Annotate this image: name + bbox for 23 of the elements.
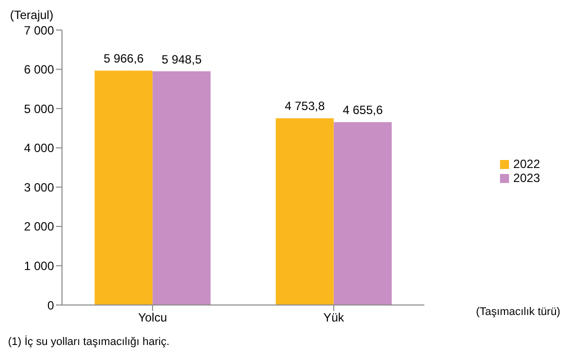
y-tick-label: 3 000 [24, 180, 54, 194]
y-axis-title: (Terajul) [10, 8, 54, 22]
x-axis-title: (Taşımacılık türü) [476, 306, 560, 318]
bar [94, 70, 153, 305]
data-label: 4 753,8 [284, 99, 326, 114]
data-label: 5 966,6 [104, 52, 144, 66]
x-tick-label: Yolcu [138, 310, 168, 325]
data-label: 4 655,6 [342, 103, 384, 118]
bar [152, 71, 211, 305]
data-label: 5 948,5 [162, 52, 202, 66]
bar [276, 118, 334, 305]
y-tick-label: 7 000 [24, 23, 54, 38]
y-tick-label: 5 000 [24, 102, 54, 116]
y-tick-label: 6 000 [24, 62, 54, 77]
text: (1) İç su yolları taşımacılığı hariç. [8, 336, 170, 348]
y-tick-label: 2 000 [24, 220, 54, 234]
legend-label: 2023 [513, 170, 540, 184]
y-tick-label: 1 000 [24, 258, 54, 273]
y-tick-label: 4 000 [24, 141, 54, 156]
legend-label: 2022 [513, 156, 540, 170]
x-tick-label: Yük [323, 310, 346, 325]
bar [334, 122, 392, 305]
y-tick-label: 0 [47, 298, 54, 312]
